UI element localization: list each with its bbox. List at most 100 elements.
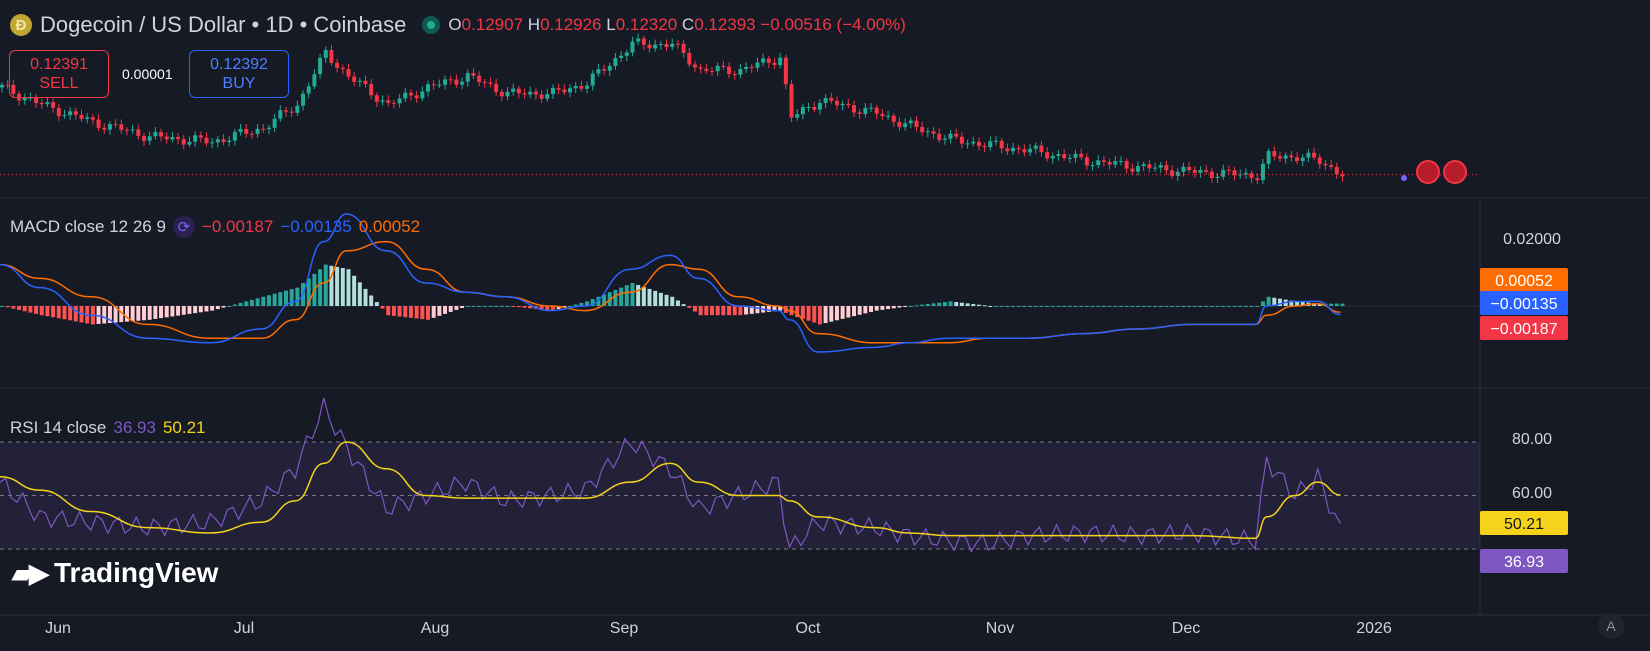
macd-line-last-value-bg: [1480, 291, 1568, 315]
rsi-last-value-bg: [1480, 549, 1568, 573]
candle-body: [988, 141, 993, 148]
macd-histogram-bar: [664, 294, 669, 306]
macd-histogram-bar: [692, 306, 697, 312]
candle-body: [908, 120, 913, 124]
candle-body: [1045, 152, 1050, 159]
candle-body: [556, 87, 561, 90]
macd-histogram-bar: [1226, 306, 1231, 307]
candle-body: [130, 129, 135, 131]
candle-body: [710, 71, 714, 73]
macd-histogram-bar: [272, 293, 277, 306]
x-tick-label: Jul: [234, 620, 254, 637]
rsi-ma-last-value-bg: [1480, 511, 1568, 535]
us-flag-event-icon[interactable]: [1443, 160, 1467, 184]
candle-body: [0, 84, 4, 88]
macd-histogram-bar: [1158, 306, 1163, 307]
macd-histogram-bar: [1215, 306, 1220, 307]
candle-body: [22, 97, 27, 101]
rsi-line: [0, 397, 1342, 553]
auto-scale-button[interactable]: A: [1598, 613, 1624, 639]
symbol-title[interactable]: Dogecoin / US Dollar • 1D • Coinbase: [40, 12, 407, 37]
us-flag-event-icon[interactable]: [1416, 160, 1440, 184]
macd-histogram-bar: [5, 306, 10, 308]
candle-body: [1187, 166, 1192, 171]
dogecoin-icon: Ð: [10, 14, 32, 36]
macd-histogram-bar: [908, 306, 913, 307]
buy-button[interactable]: 0.12392 BUY: [189, 50, 289, 98]
macd-histogram-bar: [1249, 306, 1254, 307]
macd-histogram-bar: [823, 306, 828, 324]
macd-histogram-bar: [1221, 306, 1226, 307]
candle-body: [744, 66, 749, 70]
candle-body: [528, 91, 533, 95]
macd-histogram-bar: [766, 306, 771, 312]
x-tick-label: Jun: [45, 620, 71, 637]
candle-body: [443, 79, 448, 85]
macd-histogram-bar: [738, 306, 743, 316]
rsi-legend[interactable]: RSI 14 close 36.93 50.21: [10, 418, 205, 438]
macd-histogram-bar: [641, 286, 646, 306]
macd-histogram-bar: [306, 278, 311, 306]
high-value: 0.12926: [540, 15, 602, 34]
candle-body: [806, 106, 811, 108]
macd-histogram-bar: [414, 306, 419, 319]
macd-histogram-bar: [352, 275, 357, 306]
macd-histogram-bar: [28, 306, 33, 313]
candle-body: [653, 44, 658, 49]
candle-body: [1022, 149, 1027, 153]
low-value: 0.12320: [615, 15, 678, 34]
macd-histogram-bar: [295, 287, 300, 306]
candle-body: [846, 103, 851, 106]
candle-body: [1226, 169, 1231, 171]
candle-body: [193, 135, 198, 142]
macd-histogram-bar: [221, 306, 226, 308]
candle-body: [170, 136, 175, 140]
macd-histogram-bar: [176, 306, 181, 316]
macd-histogram-bar: [903, 306, 908, 307]
candle-body: [1312, 152, 1317, 158]
candle-body: [1260, 163, 1265, 181]
macd-legend[interactable]: MACD close 12 26 9 ⟳ −0.00187 −0.00135 0…: [10, 216, 420, 238]
macd-legend-signal: 0.00052: [358, 217, 421, 236]
macd-histogram-bar: [999, 306, 1004, 307]
candle-body: [1300, 157, 1305, 162]
candle-body: [721, 65, 726, 67]
macd-histogram-bar: [346, 269, 351, 306]
macd-histogram-bar: [710, 306, 714, 316]
macd-histogram-bar: [1005, 306, 1010, 307]
refresh-icon[interactable]: ⟳: [172, 216, 195, 238]
chart-header: Ð Dogecoin / US Dollar • 1D • Coinbase O…: [10, 12, 906, 38]
sell-button[interactable]: 0.12391 SELL: [9, 50, 109, 98]
macd-histogram-bar: [335, 266, 340, 306]
macd-signal-last-value-bg: [1480, 316, 1568, 340]
macd-histogram-bar: [568, 306, 572, 307]
macd-line: [0, 213, 1341, 353]
macd-histogram-bar: [834, 306, 839, 321]
macd-histogram-bar: [886, 306, 891, 310]
macd-histogram-bar: [1067, 306, 1072, 307]
macd-histogram-bar: [380, 306, 385, 309]
macd-histogram-bar: [386, 306, 391, 316]
macd-histogram-bar: [1278, 298, 1282, 306]
candle-body: [460, 81, 465, 85]
candle-body: [937, 133, 942, 140]
candle-body: [994, 140, 998, 142]
candle-body: [925, 131, 930, 133]
rsi-legend-value: 36.93: [113, 418, 156, 437]
x-tick-label: Sep: [610, 620, 639, 637]
sell-label: SELL: [39, 75, 79, 92]
candle-body: [1067, 157, 1072, 159]
candle-body: [73, 111, 78, 115]
macd-histogram-bar: [755, 306, 760, 314]
candle-body: [658, 43, 663, 45]
macd-histogram-bar: [971, 304, 976, 306]
candle-body: [289, 111, 294, 113]
macd-histogram-bar: [806, 306, 811, 321]
macd-histogram-bar: [880, 306, 885, 310]
candle-body: [142, 135, 146, 141]
candle-body: [880, 113, 885, 117]
candle-body: [874, 107, 879, 114]
candle-body: [1118, 160, 1123, 162]
macd-histogram-bar: [636, 284, 641, 306]
